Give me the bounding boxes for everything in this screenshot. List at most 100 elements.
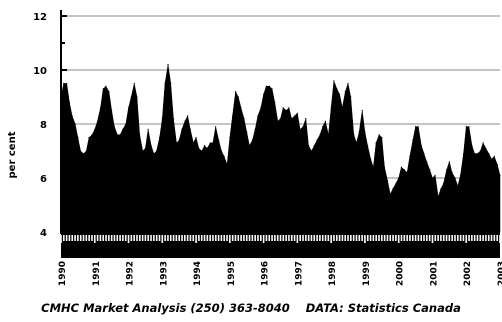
data-point: [496, 163, 498, 166]
x-tick-label: 1990: [58, 261, 68, 286]
data-point: [358, 131, 360, 133]
data-point: [446, 169, 448, 171]
data-point: [167, 64, 169, 66]
x-tick-label: 1993: [159, 261, 169, 286]
data-point: [499, 174, 501, 176]
data-point: [305, 118, 307, 120]
data-point: [412, 139, 414, 141]
data-point: [254, 128, 256, 130]
data-point: [414, 126, 417, 128]
x-tick-label: 1995: [227, 261, 237, 286]
data-point: [479, 150, 482, 152]
data-point: [206, 147, 208, 149]
data-point: [125, 123, 127, 125]
data-point: [111, 109, 113, 112]
data-point: [220, 150, 222, 152]
data-point: [426, 161, 428, 163]
data-point: [271, 88, 273, 90]
data-point: [274, 101, 276, 103]
data-point: [462, 153, 465, 155]
data-point: [184, 120, 186, 122]
data-point: [260, 107, 262, 109]
data-point: [229, 136, 231, 139]
data-point: [406, 172, 408, 174]
y-tick-label: 10: [33, 66, 47, 77]
data-point: [282, 107, 284, 109]
data-point: [94, 128, 96, 130]
data-point: [339, 93, 341, 95]
data-point: [288, 107, 290, 109]
data-point: [88, 136, 90, 139]
data-point: [400, 166, 402, 168]
data-point: [417, 126, 419, 128]
data-point: [237, 96, 239, 98]
data-point: [170, 82, 172, 85]
data-point: [471, 145, 473, 147]
y-axis-label: per cent: [7, 131, 18, 178]
x-tick-labels: 1990 1991 1992 1993 1994 1995 1996 1997 1998 1999…: [58, 261, 502, 286]
data-point: [201, 150, 203, 152]
data-point: [226, 163, 228, 166]
data-point: [451, 172, 453, 174]
data-point: [113, 126, 115, 128]
data-point: [102, 88, 104, 90]
data-point: [294, 115, 296, 117]
data-point: [181, 128, 183, 130]
data-point: [212, 142, 214, 144]
data-point: [130, 96, 132, 98]
data-point: [279, 118, 282, 120]
data-point: [142, 150, 144, 152]
data-point: [322, 126, 324, 128]
data-point: [378, 134, 380, 136]
y-tick-label: 8: [40, 120, 47, 131]
x-tick-label: 2000: [396, 261, 406, 286]
data-point: [91, 134, 93, 136]
data-point: [398, 177, 400, 179]
data-point: [265, 85, 267, 87]
data-point: [144, 147, 147, 149]
data-point: [277, 120, 279, 122]
data-point: [327, 134, 330, 136]
data-point: [189, 128, 191, 130]
data-point: [409, 155, 411, 157]
data-point: [63, 82, 65, 85]
data-point: [324, 120, 327, 122]
data-point: [353, 134, 355, 136]
data-point: [344, 91, 346, 93]
plot-area: [60, 64, 501, 233]
data-point: [155, 150, 158, 152]
data-point: [195, 136, 197, 139]
data-point: [355, 142, 358, 144]
data-point: [99, 107, 102, 109]
data-point: [231, 115, 234, 117]
data-point: [291, 118, 293, 120]
area-series: [60, 64, 501, 233]
data-point: [457, 185, 459, 187]
data-point: [116, 134, 118, 136]
data-point: [172, 118, 175, 120]
data-point: [150, 145, 152, 147]
chart-footer: CMHC Market Analysis (250) 363-8040 DATA…: [0, 301, 502, 315]
data-point: [248, 145, 251, 147]
data-point: [268, 85, 270, 87]
data-point: [454, 177, 456, 179]
data-point: [127, 107, 130, 109]
data-point: [108, 91, 110, 93]
data-point: [136, 96, 138, 98]
data-point: [139, 134, 141, 136]
data-point: [336, 88, 338, 90]
data-point: [96, 120, 99, 122]
data-point: [310, 150, 313, 152]
data-point: [488, 153, 490, 155]
data-point: [361, 109, 363, 112]
data-point: [319, 134, 321, 136]
data-point: [383, 166, 386, 168]
data-point: [485, 147, 487, 149]
data-point: [434, 174, 436, 176]
x-tick-label: 1992: [126, 261, 136, 286]
data-point: [83, 153, 85, 155]
data-point: [68, 101, 71, 103]
data-point: [203, 145, 206, 147]
data-point: [395, 182, 397, 184]
